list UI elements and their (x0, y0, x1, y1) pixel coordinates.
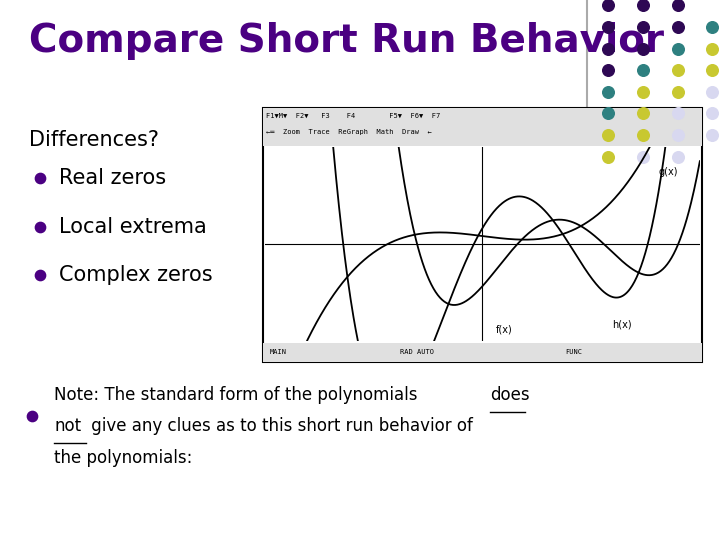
Text: g(x): g(x) (659, 167, 678, 177)
Point (637, 1, 649, 10)
Point (706, 131, 718, 139)
Text: h(x): h(x) (612, 320, 631, 329)
Point (706, 109, 718, 118)
Text: Local extrema: Local extrema (59, 217, 207, 237)
Point (637, 152, 649, 161)
Text: Note: The standard form of the polynomials: Note: The standard form of the polynomia… (54, 386, 423, 404)
Text: F1▼M▼  F2▼   F3    F4        F5▼  F6▼  F7: F1▼M▼ F2▼ F3 F4 F5▼ F6▼ F7 (266, 113, 441, 119)
Bar (263, 108, 702, 362)
Point (672, 1, 683, 10)
Text: f(x): f(x) (496, 325, 513, 335)
Text: not: not (54, 417, 81, 435)
Text: Compare Short Run Behavior: Compare Short Run Behavior (29, 22, 664, 59)
Point (672, 66, 683, 75)
Point (34, 271, 45, 280)
Point (672, 87, 683, 96)
Point (603, 152, 614, 161)
Point (637, 109, 649, 118)
Text: Differences?: Differences? (29, 130, 159, 150)
Point (672, 152, 683, 161)
Point (706, 23, 718, 31)
Text: Real zeros: Real zeros (59, 168, 166, 188)
Point (603, 23, 614, 31)
Point (637, 23, 649, 31)
Point (706, 87, 718, 96)
Text: MAIN: MAIN (270, 349, 287, 355)
Point (672, 109, 683, 118)
Point (706, 66, 718, 75)
Point (603, 44, 614, 53)
Text: give any clues as to this short run behavior of: give any clues as to this short run beha… (86, 417, 473, 435)
Text: Complex zeros: Complex zeros (59, 265, 212, 286)
Text: does: does (490, 386, 530, 404)
Point (603, 1, 614, 10)
Text: RAD AUTO: RAD AUTO (400, 349, 433, 355)
Text: FUNC: FUNC (565, 349, 582, 355)
Point (637, 66, 649, 75)
Text: the polynomials:: the polynomials: (54, 449, 192, 467)
Point (672, 131, 683, 139)
Point (637, 44, 649, 53)
Point (27, 411, 38, 420)
Point (637, 131, 649, 139)
Bar (263, 343, 702, 362)
Point (706, 44, 718, 53)
Point (672, 44, 683, 53)
Point (603, 131, 614, 139)
Bar (263, 108, 702, 146)
Text: ←═  Zoom  Trace  ReGraph  Math  Draw  ←: ←═ Zoom Trace ReGraph Math Draw ← (266, 129, 432, 136)
Point (637, 87, 649, 96)
Point (672, 23, 683, 31)
Point (603, 87, 614, 96)
Point (603, 109, 614, 118)
Point (34, 222, 45, 231)
Point (603, 66, 614, 75)
Point (34, 174, 45, 183)
